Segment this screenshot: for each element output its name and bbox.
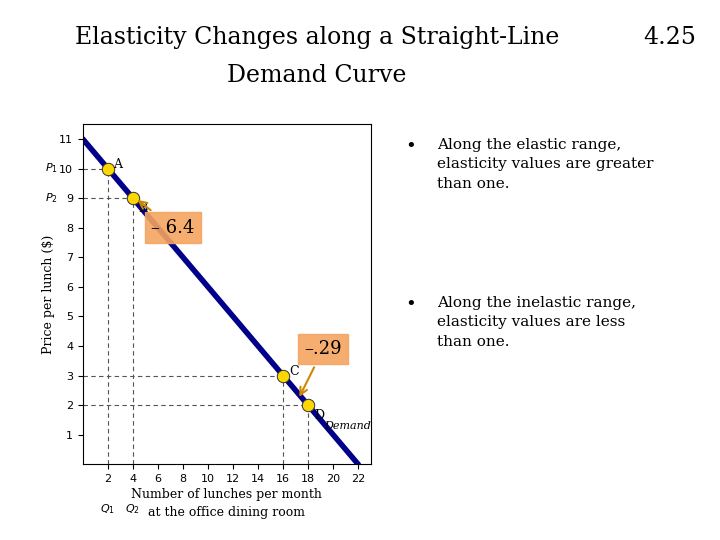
Text: 4.25: 4.25 (643, 26, 696, 49)
Text: $P_1$: $P_1$ (45, 161, 58, 176)
Text: Along the inelastic range,
elasticity values are less
than one.: Along the inelastic range, elasticity va… (437, 296, 636, 349)
Text: $P_2$: $P_2$ (45, 191, 58, 205)
Text: $Q_1$: $Q_1$ (100, 502, 115, 516)
Text: Elasticity Changes along a Straight-Line: Elasticity Changes along a Straight-Line (75, 26, 559, 49)
Point (102, 164, 114, 173)
Text: D: D (314, 409, 324, 422)
Text: $Q_2$: $Q_2$ (125, 502, 140, 516)
Point (277, 372, 289, 380)
Point (302, 401, 314, 409)
Y-axis label: Price per lunch ($): Price per lunch ($) (42, 235, 55, 354)
Text: Demand: Demand (325, 421, 372, 431)
Text: •: • (405, 296, 416, 314)
X-axis label: Number of lunches per month
at the office dining room: Number of lunches per month at the offic… (131, 488, 323, 519)
Text: – 6.4: – 6.4 (140, 201, 194, 237)
Text: C: C (289, 364, 298, 377)
Text: •: • (405, 138, 416, 156)
Text: B: B (138, 202, 148, 215)
Text: –.29: –.29 (300, 340, 342, 395)
Text: A: A (114, 158, 122, 171)
Text: Along the elastic range,
elasticity values are greater
than one.: Along the elastic range, elasticity valu… (437, 138, 653, 191)
Point (127, 194, 139, 202)
Text: Demand Curve: Demand Curve (227, 64, 407, 87)
